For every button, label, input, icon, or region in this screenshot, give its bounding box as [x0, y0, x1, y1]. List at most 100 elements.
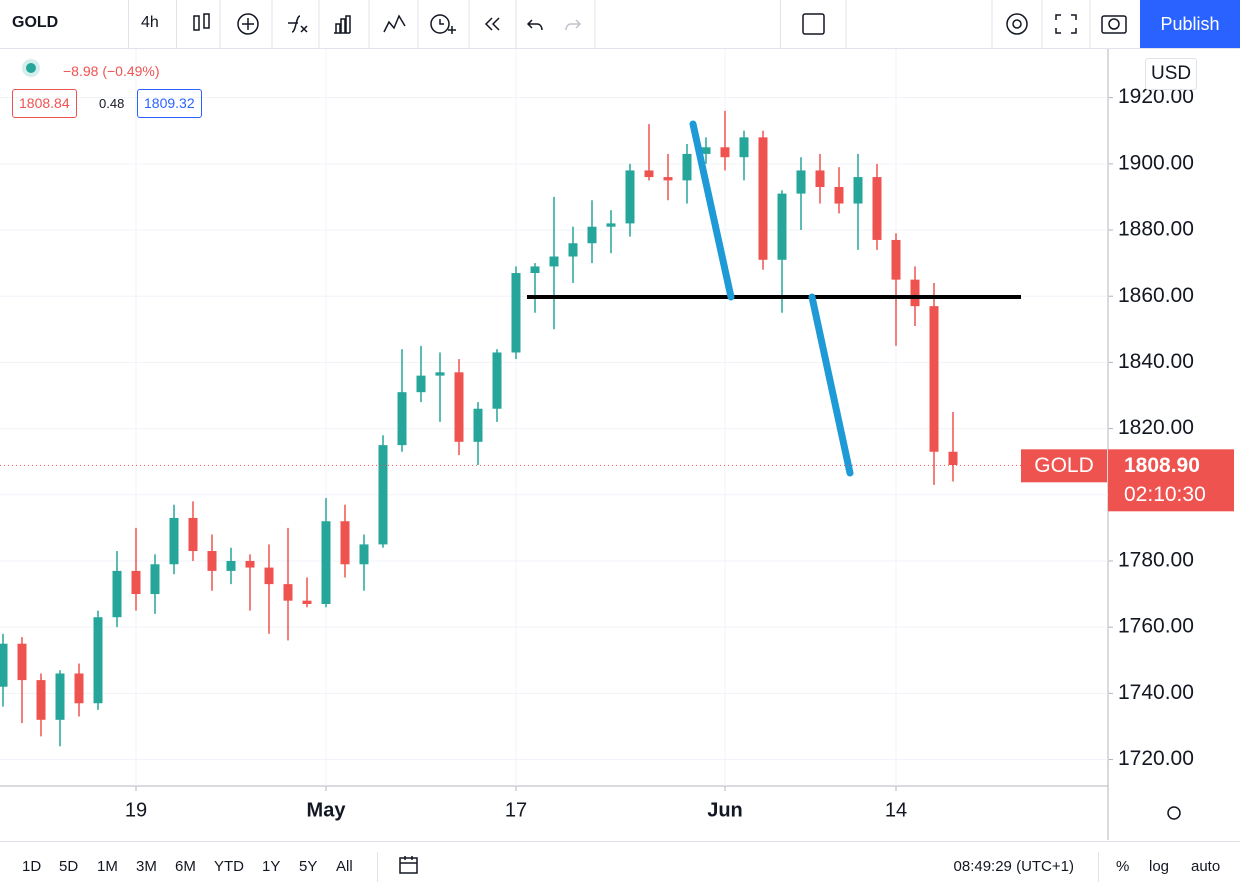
candles-icon[interactable] — [203, 13, 210, 29]
candle-body — [435, 372, 445, 376]
candle-body — [834, 186, 844, 204]
candle-body — [606, 223, 616, 227]
scale-option[interactable]: % — [1116, 858, 1130, 875]
y-tick-label: 1880.00 — [1118, 218, 1194, 241]
candle-body — [872, 177, 882, 240]
candle-body — [359, 544, 369, 565]
trend-drawing — [808, 293, 854, 477]
redo-icon[interactable] — [565, 19, 582, 31]
alert-icon[interactable] — [430, 14, 450, 34]
top-toolbar: GOLD 4h Publish — [0, 0, 1240, 49]
layout-icon[interactable] — [802, 13, 825, 35]
axes: 1720.001740.001760.001780.001800.001820.… — [0, 85, 1234, 821]
grid — [0, 48, 1108, 786]
candle-body — [17, 643, 27, 681]
y-tick-label: 1840.00 — [1118, 350, 1194, 373]
y-tick-label: 1720.00 — [1118, 747, 1194, 770]
candle-body — [378, 445, 388, 545]
clock[interactable]: 08:49:29 (UTC+1) — [953, 858, 1074, 875]
candles — [0, 110, 958, 747]
range-button[interactable]: YTD — [214, 858, 244, 875]
toolbar-icons — [193, 0, 596, 48]
candle-body — [283, 584, 293, 601]
scale-option[interactable]: auto — [1191, 858, 1221, 875]
compare-icon[interactable] — [334, 15, 351, 34]
templates-icon[interactable] — [383, 14, 406, 33]
change: −8.98 (−0.49%) — [63, 63, 160, 79]
candle-body — [454, 372, 464, 442]
candle-body — [188, 517, 198, 552]
candle-body — [739, 137, 749, 158]
y-tick-label: 1740.00 — [1118, 681, 1194, 704]
symbol-tag — [1021, 449, 1107, 483]
fx-icon[interactable] — [288, 15, 308, 33]
candle-body — [682, 153, 692, 181]
range-button[interactable]: 5Y — [299, 858, 318, 875]
candle-body — [36, 680, 46, 720]
candle-body — [948, 451, 958, 465]
candle-body — [910, 279, 920, 307]
x-tick-label: 17 — [505, 799, 527, 821]
separator — [176, 0, 177, 48]
scale-option[interactable]: log — [1149, 858, 1170, 875]
candle-body — [416, 375, 426, 393]
candle-body — [796, 170, 806, 194]
range-button[interactable]: 1M — [97, 858, 118, 875]
candle-body — [758, 137, 768, 260]
x-tick-label: 19 — [125, 799, 147, 821]
x-tick-label: 14 — [885, 799, 907, 821]
range-button[interactable]: 6M — [175, 858, 196, 875]
candle-body — [549, 256, 559, 267]
y-tick-label: 1860.00 — [1118, 284, 1194, 307]
candle-body — [0, 643, 8, 687]
toolbar-right-icons — [802, 0, 1127, 48]
candle-body — [530, 266, 540, 274]
bid-box[interactable]: 1808.84 — [12, 89, 77, 118]
candle-body — [891, 239, 901, 280]
candle-body — [93, 617, 103, 704]
settings-icon[interactable] — [1006, 13, 1028, 35]
currency[interactable]: USD — [1145, 58, 1198, 90]
range-button[interactable]: 1D — [22, 858, 42, 875]
last-price-tag — [1108, 449, 1234, 512]
snapshot-icon[interactable] — [1101, 15, 1127, 34]
candle-body — [815, 170, 825, 187]
interval[interactable]: 4h — [141, 14, 159, 31]
last-price-label: 1808.90 — [1124, 454, 1200, 477]
replay-icon[interactable] — [484, 17, 500, 31]
spread: 0.48 — [99, 96, 125, 111]
ask-box[interactable]: 1809.32 — [137, 89, 202, 118]
candles-icon[interactable] — [193, 15, 200, 31]
candle-body — [853, 177, 863, 204]
candle-body — [663, 177, 673, 181]
separator — [128, 0, 129, 48]
candle-body — [245, 560, 255, 568]
undo-icon[interactable] — [526, 19, 543, 31]
range-button[interactable]: 3M — [136, 858, 157, 875]
candle-body — [74, 673, 84, 704]
range-button[interactable]: All — [336, 858, 353, 875]
range-button[interactable]: 5D — [59, 858, 79, 875]
candle-body — [492, 352, 502, 409]
goto-date-icon[interactable] — [398, 854, 420, 876]
candle-body — [397, 392, 407, 446]
candle-body — [264, 567, 274, 585]
y-tick-label: 1900.00 — [1118, 151, 1194, 174]
publish-button[interactable]: Publish — [1140, 0, 1240, 48]
x-tick-label: Jun — [707, 799, 743, 821]
indicator-add-icon[interactable] — [237, 13, 259, 35]
axis-settings-icon[interactable] — [1167, 806, 1181, 820]
candle-body — [929, 306, 939, 452]
candle-body — [207, 551, 217, 571]
symbol[interactable]: GOLD — [12, 14, 59, 31]
candle-body — [321, 521, 331, 604]
symbol-tag-label: GOLD — [1034, 454, 1094, 477]
y-tick-label: 1760.00 — [1118, 615, 1194, 638]
range-button[interactable]: 1Y — [262, 858, 281, 875]
candle-body — [644, 170, 654, 178]
candle-body — [150, 564, 160, 595]
fullscreen-icon[interactable] — [1055, 14, 1077, 34]
candle-body — [302, 600, 312, 604]
